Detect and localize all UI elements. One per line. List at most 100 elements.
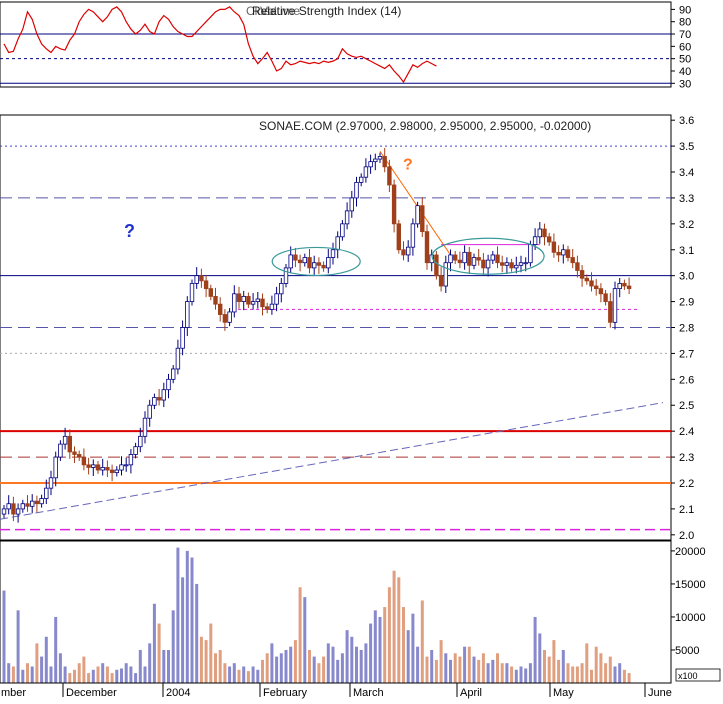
candle-up-body (274, 293, 279, 305)
candle (330, 242, 336, 265)
candle-up-body (194, 275, 199, 284)
candle-up-body (119, 464, 124, 471)
volume-bar (627, 673, 631, 683)
candle (358, 173, 364, 187)
volume-bar (439, 640, 443, 683)
candle (293, 247, 298, 268)
volume-bar (190, 557, 194, 683)
candle (551, 233, 557, 258)
candle-up-body (617, 283, 622, 290)
volume-panel: 5000 10000 15000 20000 x100 (0, 540, 721, 684)
candle (34, 495, 40, 513)
volume-bar (547, 656, 551, 683)
candle-down-body (622, 283, 627, 287)
candle (58, 440, 63, 461)
volume-bar (481, 653, 485, 683)
volume-bar (402, 607, 405, 683)
volume-bar (7, 663, 11, 683)
volume-bar (387, 587, 391, 683)
candle (232, 285, 237, 318)
candle-up-body (283, 267, 289, 284)
candle-up-body (490, 254, 495, 261)
volume-bar (96, 666, 100, 683)
volume-bar (383, 607, 387, 683)
candle (77, 450, 82, 461)
candle-down-body (467, 251, 472, 266)
candle (349, 190, 354, 218)
volume-bar (101, 663, 105, 683)
candle-down-body (396, 223, 401, 251)
volume-bar (162, 649, 166, 683)
candle-up-body (133, 446, 138, 455)
candle-down-body (208, 288, 213, 297)
candle-down-body (105, 467, 110, 471)
rsi-tick-label: 30 (679, 78, 691, 90)
candle (405, 240, 411, 262)
volume-bar (124, 663, 128, 683)
candle-up-body (373, 158, 378, 163)
volume-bar (552, 640, 556, 683)
candle-up-body (128, 454, 134, 466)
candle (603, 289, 608, 306)
candle-down-body (556, 251, 561, 256)
candle (222, 309, 228, 331)
candle-up-body (250, 301, 256, 305)
candle (387, 159, 392, 192)
candle (579, 265, 585, 287)
candle (311, 255, 317, 275)
volume-bar (35, 643, 39, 683)
candle (584, 274, 589, 285)
candle-up-body (269, 303, 275, 310)
candle-down-body (382, 156, 387, 168)
volume-bar (21, 669, 25, 683)
volume-bar (181, 577, 185, 683)
candle-down-body (434, 254, 439, 277)
overlap-title-volume: Volume (260, 4, 300, 18)
volume-bar (26, 663, 29, 683)
volume-bar (54, 616, 58, 683)
volume-bar (369, 623, 373, 683)
candle (138, 427, 143, 453)
volume-bar (317, 663, 321, 683)
volume-bar (467, 646, 471, 683)
question-mark-orange: ? (403, 156, 413, 173)
candle-up-body (142, 417, 148, 437)
candle (565, 245, 571, 262)
candle-up-body (523, 262, 528, 265)
price-panel: 2.0 2.1 2.2 2.3 2.4 2.5 2.6 2.7 2.8 2.9 3.0 3.1 3.2 3… (0, 114, 694, 542)
candle (499, 255, 505, 273)
price-tick-label: 3.6 (679, 115, 694, 127)
candle-down-body (293, 254, 298, 261)
volume-bar (373, 610, 377, 683)
candle (410, 218, 416, 256)
volume-bar (199, 636, 203, 683)
candle (344, 202, 350, 230)
candle (462, 245, 467, 270)
candle (396, 219, 401, 254)
candle-up-body (20, 503, 25, 510)
rsi-tick-label: 60 (679, 41, 691, 53)
candle (203, 275, 209, 298)
volume-bar (590, 669, 593, 683)
candle (401, 241, 406, 261)
overlap-title-close: Close (246, 4, 277, 18)
volume-bar (430, 649, 434, 683)
candle-down-body (67, 435, 72, 453)
candle (105, 460, 110, 478)
x-axis-label-2: 2004 (166, 687, 190, 699)
candle (81, 448, 87, 471)
price-tick-label: 2.1 (679, 504, 694, 516)
candle (626, 277, 632, 295)
volume-bar (425, 656, 429, 683)
x-axis-label-0: mber (1, 687, 26, 699)
volume-bar (195, 583, 199, 683)
price-title: SONAE.COM (2.97000, 2.98000, 2.95000, 2.… (259, 119, 591, 133)
volume-tick-label: 15000 (675, 579, 706, 591)
candle-down-body (307, 257, 312, 269)
candle (48, 470, 54, 496)
candle (25, 495, 30, 512)
x-axis-label-1: December (66, 687, 117, 699)
candle (594, 279, 599, 296)
candle (279, 278, 284, 303)
volume-bar (279, 653, 283, 683)
